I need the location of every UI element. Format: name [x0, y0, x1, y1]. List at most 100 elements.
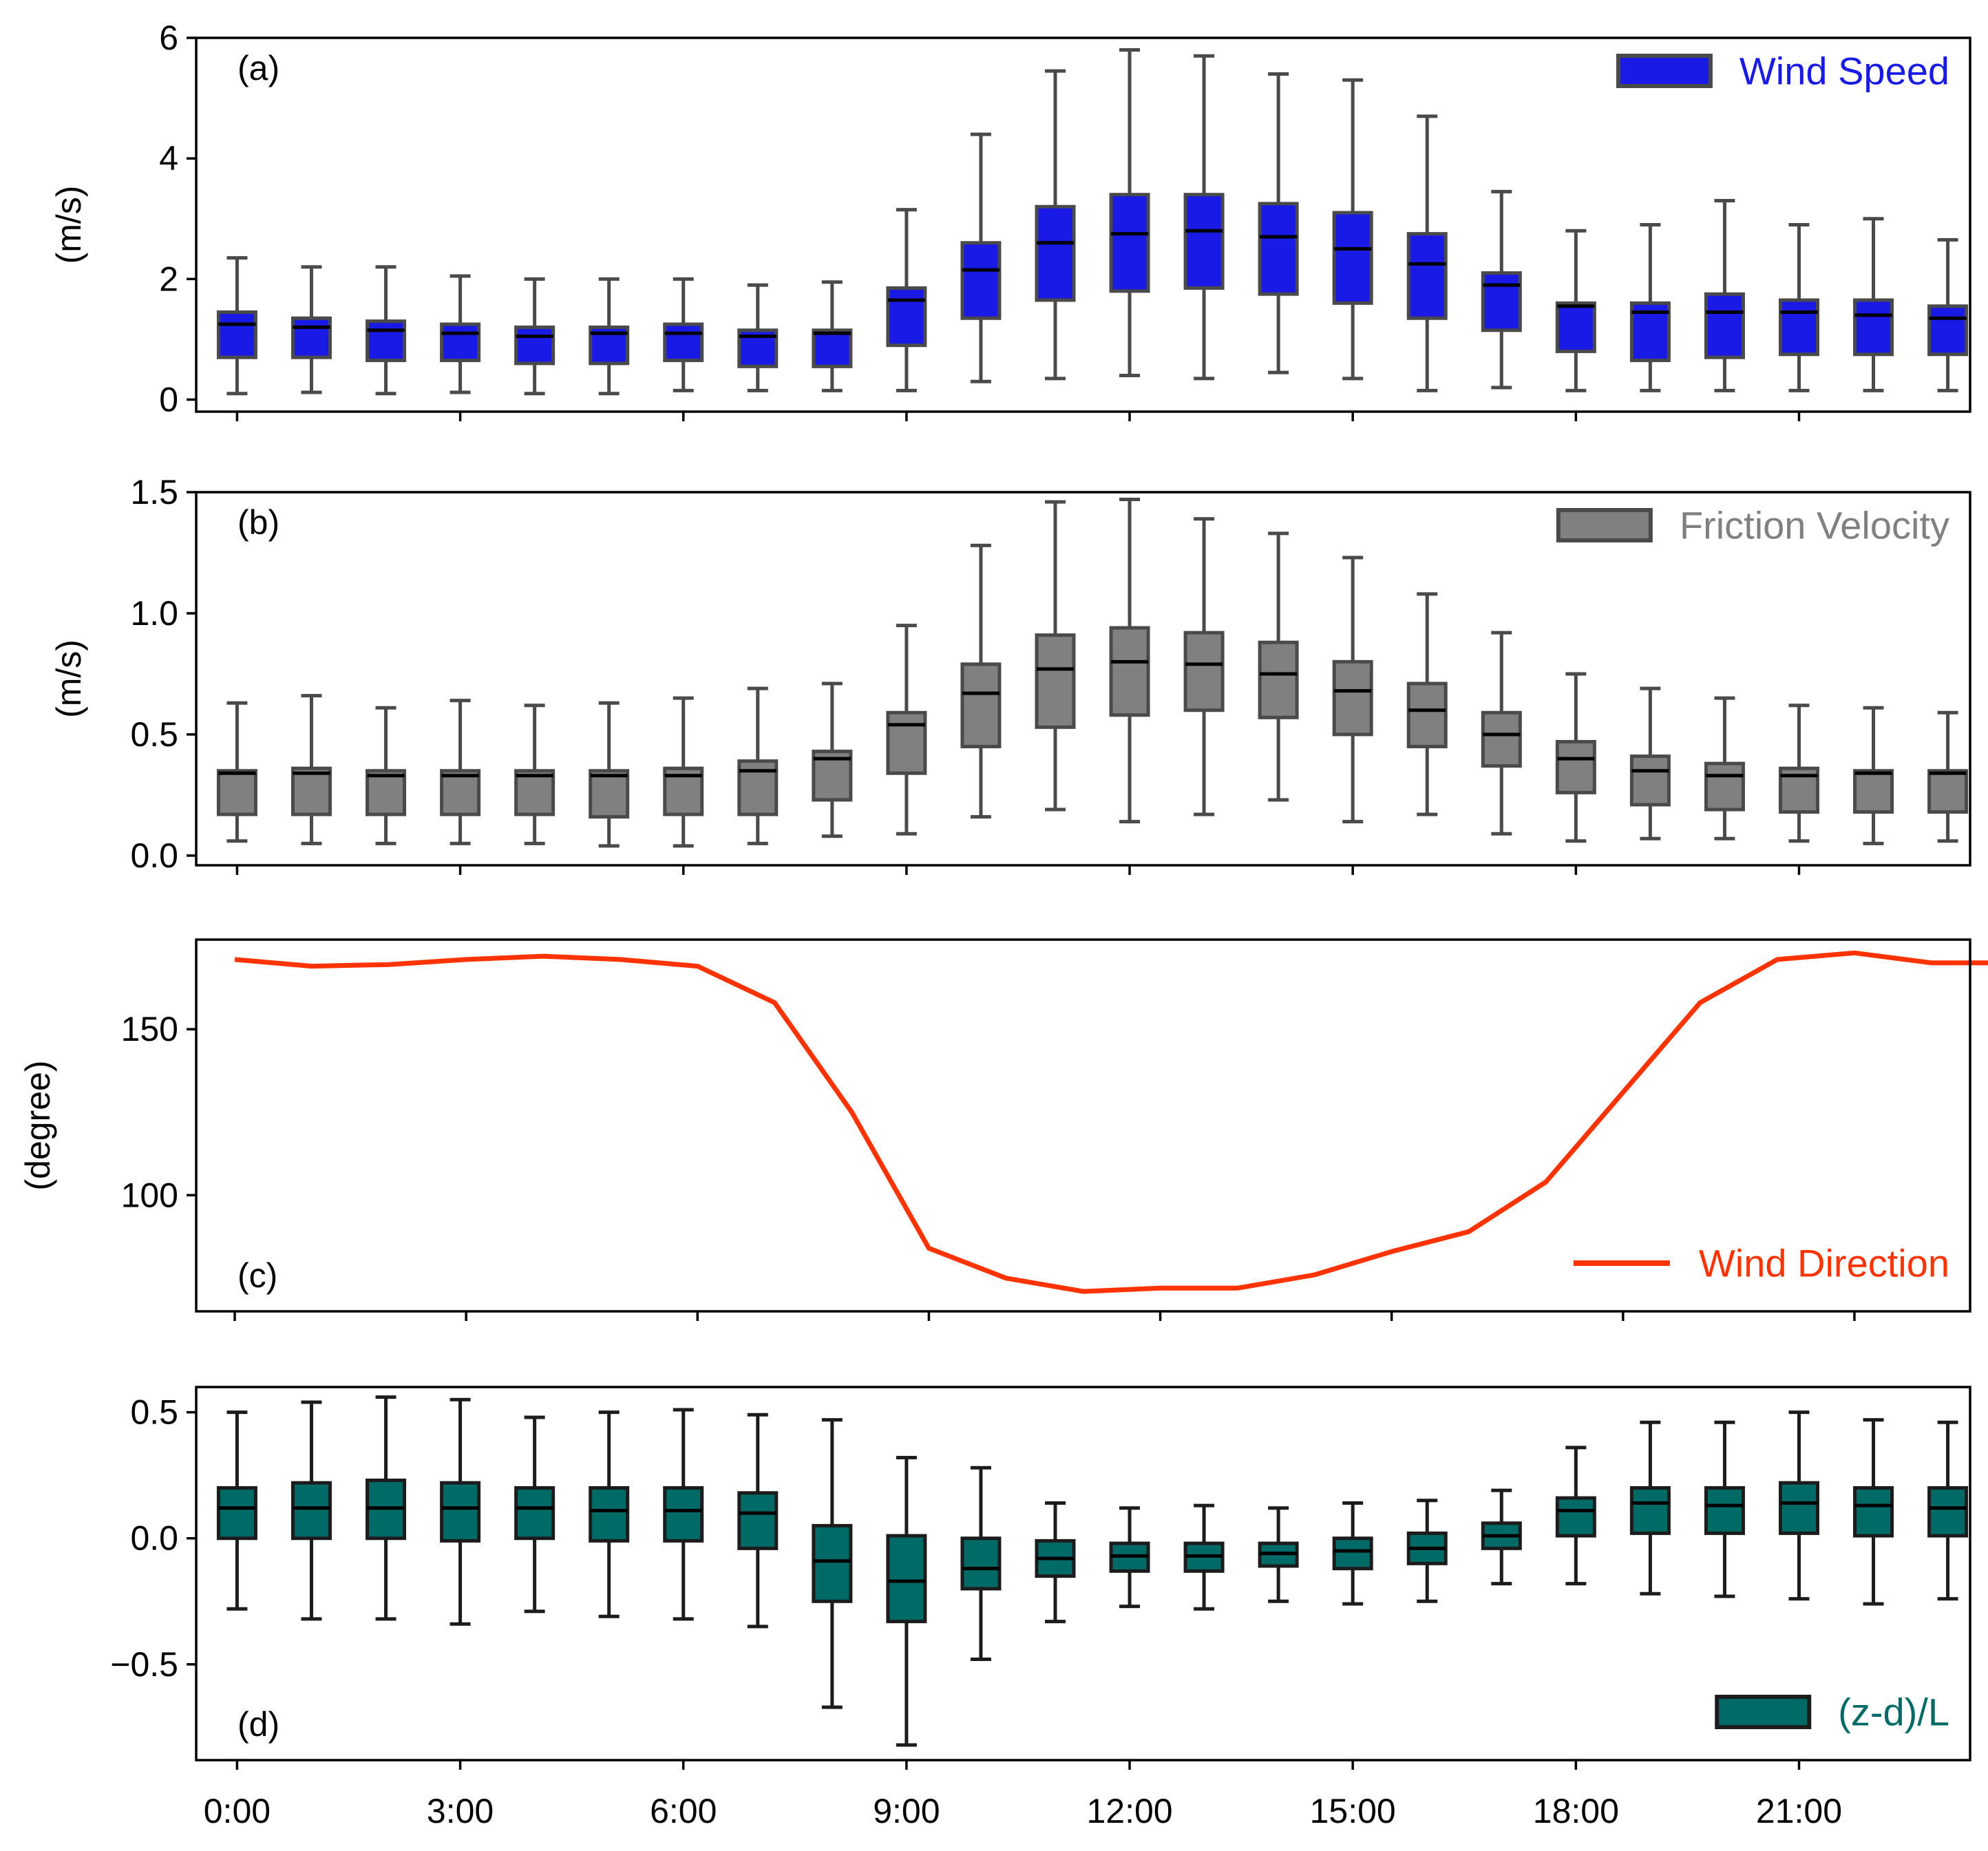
box-1 [290, 265, 332, 394]
wind-direction-point [1314, 1274, 1315, 1275]
panel-label: (b) [237, 503, 279, 542]
wind-direction-point [1545, 1181, 1546, 1182]
box-9 [886, 1456, 927, 1747]
legend-wind-direction: Wind Direction [1573, 1242, 1949, 1285]
y-tick-label: 100 [121, 1176, 178, 1214]
iqr-box [886, 1534, 927, 1624]
x-tick-label: 15:00 [1310, 1792, 1396, 1830]
legend-swatch [1715, 1695, 1812, 1729]
box-0 [216, 256, 257, 396]
panel-c-wind-direction: 100 150 (degree) (c) Wind Direction [19, 938, 1988, 1321]
box-19 [1629, 223, 1671, 392]
y-tick-label: 6 [159, 19, 178, 57]
box-2 [366, 265, 407, 396]
iqr-box [1704, 1485, 1745, 1535]
iqr-box [216, 1485, 257, 1541]
wind-direction-point [1391, 1251, 1392, 1252]
x-tick-label: 12:00 [1086, 1792, 1172, 1830]
iqr-box [1481, 271, 1522, 332]
box-20 [1704, 198, 1745, 392]
box-18 [1555, 229, 1596, 392]
box-21 [1778, 704, 1819, 843]
y-tick-label: 0.0 [130, 1519, 178, 1558]
box-13 [1183, 1503, 1225, 1611]
iqr-box [514, 769, 556, 816]
box-18 [1555, 672, 1596, 843]
wind-direction-point [543, 956, 544, 957]
box-11 [1035, 500, 1076, 812]
box-6 [663, 696, 704, 848]
axes-frame [195, 1386, 1971, 1762]
wind-direction-point [774, 1002, 775, 1003]
y-axis-label: (degree) [19, 1061, 57, 1191]
box-16 [1406, 592, 1448, 816]
y-tick-label: 2 [159, 260, 178, 298]
box-4 [514, 704, 556, 845]
x-tick-label: 21:00 [1756, 1792, 1842, 1830]
box-1 [290, 694, 332, 845]
iqr-box [1035, 204, 1076, 302]
box-0 [216, 1410, 257, 1611]
box-17 [1481, 631, 1522, 836]
iqr-box [290, 766, 332, 816]
box-15 [1332, 556, 1373, 824]
box-19 [1629, 1420, 1671, 1596]
box-20 [1704, 696, 1745, 840]
y-axis-label: (m/s) [50, 186, 88, 264]
iqr-box [1853, 298, 1894, 357]
iqr-box [960, 241, 1002, 320]
iqr-box [1555, 740, 1596, 794]
box-22 [1853, 217, 1894, 392]
legend-label: (z-d)/L [1838, 1691, 1949, 1734]
wind-direction-point [1931, 962, 1932, 963]
box-17 [1481, 1488, 1522, 1586]
iqr-box [440, 322, 481, 363]
y-tick-label: 1.5 [130, 473, 178, 511]
iqr-box [1481, 710, 1522, 768]
iqr-box [440, 1481, 481, 1543]
iqr-box [216, 769, 257, 816]
iqr-box [1258, 640, 1299, 719]
box-22 [1853, 1418, 1894, 1606]
iqr-box [589, 1485, 630, 1543]
box-10 [960, 543, 1002, 819]
legend-label: Friction Velocity [1680, 504, 1949, 547]
box-1 [290, 1400, 332, 1621]
box-4 [514, 277, 556, 396]
iqr-box [1927, 304, 1969, 357]
box-0 [216, 701, 257, 843]
box-9 [886, 624, 927, 836]
axes-frame [195, 938, 1971, 1313]
wind-direction-line [234, 950, 1988, 1294]
iqr-box [886, 286, 927, 348]
iqr-box [1853, 1485, 1894, 1538]
box-18 [1555, 1446, 1596, 1586]
box-8 [812, 1418, 853, 1709]
iqr-box [366, 319, 407, 363]
box-16 [1406, 1499, 1448, 1603]
iqr-box [1555, 1496, 1596, 1538]
box-10 [960, 1466, 1002, 1662]
y-tick-label: 0 [159, 380, 178, 419]
box-23 [1927, 710, 1969, 843]
box-4 [514, 1415, 556, 1614]
box-15 [1332, 78, 1373, 381]
box-7 [737, 1413, 779, 1629]
y-tick-label: −0.5 [110, 1645, 178, 1684]
iqr-box [1778, 1481, 1819, 1535]
legend-wind-speed: Wind Speed [1616, 50, 1949, 93]
box-5 [589, 277, 630, 396]
iqr-box [589, 769, 630, 819]
y-tick-label: 0.5 [130, 1393, 178, 1432]
iqr-box [812, 1523, 853, 1603]
x-tick-label: 9:00 [873, 1792, 940, 1830]
box-7 [737, 283, 779, 392]
box-8 [812, 280, 853, 392]
iqr-box [1927, 1485, 1969, 1538]
box-16 [1406, 114, 1448, 392]
x-tick-label: 6:00 [650, 1792, 717, 1830]
box-12 [1109, 1506, 1150, 1609]
box-14 [1258, 72, 1299, 374]
panel-a-wind-speed: 0 2 4 6 (m/s) (a) Wind Speed [50, 19, 1971, 421]
